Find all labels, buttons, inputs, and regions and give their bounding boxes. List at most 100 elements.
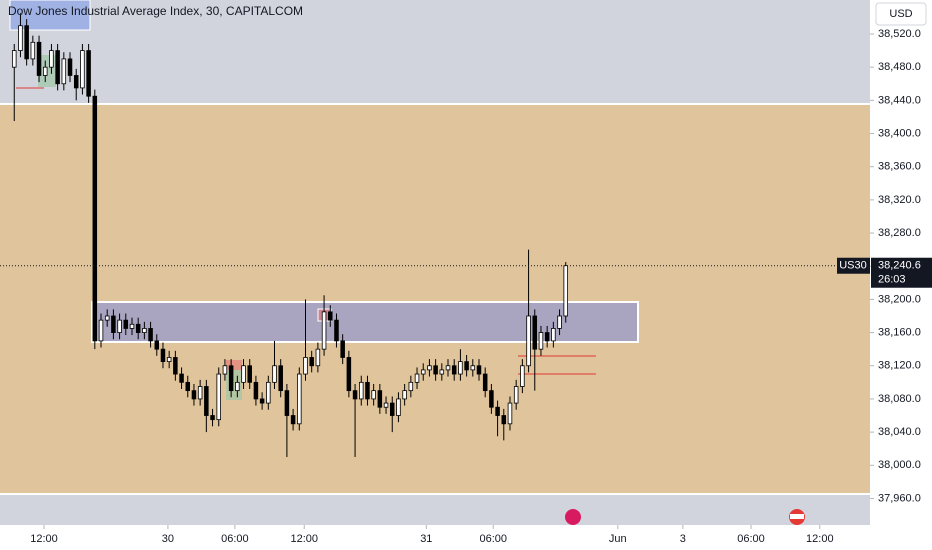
- candle-body: [414, 373, 420, 383]
- candle-body: [526, 315, 531, 367]
- candle-body: [544, 332, 550, 342]
- candle-body: [334, 319, 339, 342]
- candle-body: [309, 357, 314, 367]
- candle-body: [563, 265, 569, 317]
- candle-body: [117, 319, 122, 333]
- candle-body: [321, 311, 327, 350]
- y-tick-label: 38,360.0: [878, 161, 921, 173]
- candle-body: [458, 361, 463, 375]
- symbol-tag: [837, 257, 870, 274]
- candle-body: [55, 50, 60, 85]
- candle-body: [389, 402, 395, 416]
- y-tick-label: 38,000.0: [878, 459, 921, 471]
- candle-body: [371, 390, 376, 400]
- candle-body: [551, 328, 556, 342]
- y-tick-label: 38,480.0: [878, 61, 921, 73]
- candle-body: [247, 365, 252, 383]
- y-tick-label: 38,040.0: [878, 426, 921, 438]
- candle-body: [538, 332, 544, 350]
- candle-body: [340, 340, 345, 358]
- x-tick-label: 30: [162, 533, 174, 545]
- candles: [11, 13, 569, 457]
- candle-body: [111, 315, 116, 333]
- candle-body: [241, 365, 246, 383]
- flag-stripe: [790, 514, 804, 519]
- candle-body: [383, 402, 389, 408]
- candle-body: [11, 50, 17, 68]
- candle-body: [42, 66, 48, 76]
- highlight-box: [226, 360, 242, 370]
- candle-body: [123, 319, 129, 329]
- candle-body: [495, 406, 500, 416]
- candle-body: [272, 365, 277, 383]
- candle-body: [92, 95, 98, 342]
- y-tick-label: 38,320.0: [878, 194, 921, 206]
- candle-body: [433, 365, 438, 375]
- candle-body: [179, 373, 184, 383]
- candle-body: [197, 386, 203, 400]
- y-tick-label: 38,160.0: [878, 326, 921, 338]
- candle-body: [148, 328, 153, 342]
- candle-body: [98, 319, 104, 342]
- event-icon[interactable]: [565, 509, 581, 525]
- candle-body: [204, 386, 209, 416]
- candle-body: [408, 381, 414, 392]
- candle-body: [222, 365, 228, 375]
- candle-body: [135, 323, 141, 333]
- candle-body: [352, 390, 358, 400]
- currency-button[interactable]: [875, 2, 927, 26]
- x-tick-label: 31: [420, 533, 432, 545]
- symbol-label: US30: [839, 260, 867, 272]
- candle-body: [191, 390, 197, 400]
- supply-zone: [0, 104, 870, 494]
- candle-body: [86, 50, 91, 97]
- candle-body: [420, 369, 426, 375]
- candle-body: [396, 398, 401, 416]
- x-tick-label: 06:00: [479, 533, 507, 545]
- candle-body: [476, 365, 482, 375]
- candle-body: [228, 365, 234, 392]
- candle-body: [445, 365, 451, 371]
- candle-body: [253, 381, 259, 400]
- candle-body: [470, 365, 476, 371]
- candle-body: [290, 415, 296, 425]
- candle-body: [216, 373, 221, 421]
- candle-body: [315, 348, 321, 367]
- candle-body: [297, 373, 302, 425]
- candle-body: [402, 390, 407, 400]
- highlight-box: [226, 370, 242, 400]
- candle-body: [482, 373, 488, 392]
- candle-body: [532, 315, 538, 350]
- candle-body: [439, 369, 445, 375]
- y-tick-label: 38,400.0: [878, 127, 921, 139]
- candle-body: [30, 41, 36, 60]
- candle-body: [104, 315, 110, 321]
- y-tick-label: 38,200.0: [878, 293, 921, 305]
- y-tick-label: 37,960.0: [878, 492, 921, 504]
- candle-body: [73, 75, 79, 89]
- x-tick-label: 12:00: [30, 533, 58, 545]
- x-tick-label: 3: [680, 533, 686, 545]
- candle-body: [259, 398, 265, 404]
- candle-body: [18, 25, 23, 51]
- candle-body: [61, 58, 67, 85]
- candle-body: [451, 365, 457, 375]
- candle-body: [520, 365, 525, 387]
- candle-body: [501, 415, 507, 425]
- candle-body: [359, 381, 364, 400]
- candle-body: [235, 381, 240, 392]
- candle-body: [464, 361, 469, 371]
- currency: USD: [889, 8, 912, 20]
- y-tick-label: 38,280.0: [878, 227, 921, 239]
- candle-body: [266, 381, 271, 404]
- candle-body: [80, 50, 85, 89]
- candle-body: [557, 315, 562, 329]
- candle-body: [303, 357, 308, 375]
- y-tick-label: 38,520.0: [878, 28, 921, 40]
- candle-body: [284, 390, 290, 416]
- last-price-label: 38,240.6: [878, 260, 921, 272]
- candle-body: [427, 365, 432, 371]
- order-block: [91, 301, 639, 343]
- y-tick-label: 38,440.0: [878, 94, 921, 106]
